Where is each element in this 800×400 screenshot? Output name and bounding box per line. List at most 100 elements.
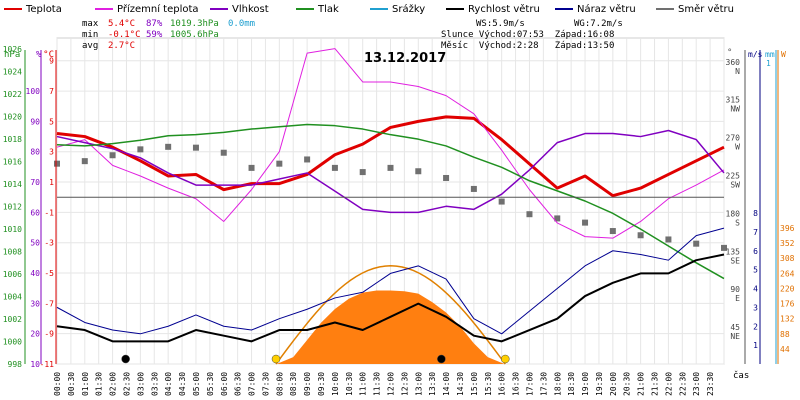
wind-direction-point [192, 144, 199, 151]
c-unit-label: °C [43, 50, 54, 60]
legend-item-ground: Přízemní teplota [95, 3, 199, 15]
time-tick-label: 14:30 [456, 372, 465, 396]
legend-item-rain: Srážky [370, 3, 425, 15]
w-unit-label: W [781, 50, 786, 59]
wind-direction-point [387, 164, 394, 171]
time-tick-label: 01:00 [81, 372, 90, 396]
dir-tick-label: NE [730, 332, 740, 341]
legend-item-wind: Rychlost větru [446, 3, 540, 15]
series-line-hum [56, 129, 725, 214]
wind-direction-point [609, 228, 616, 235]
time-tick-label: 23:30 [706, 372, 715, 396]
dir-tick-label: W [735, 143, 740, 152]
wind-direction-point [665, 236, 672, 243]
wind-direction-point [637, 232, 644, 239]
c-tick-label: -3 [44, 239, 54, 248]
legend-item-dir: Směr větru [656, 3, 734, 15]
hpa-tick-label: 1020 [3, 113, 22, 122]
dir-tick-label: 360 [726, 58, 741, 67]
wind-direction-point [276, 160, 283, 167]
series-line-gust [56, 227, 725, 335]
legend-label: Tlak [317, 4, 339, 15]
wind-info: WS:5.9m/s WG:7.2m/s Slunce Východ:07:53 … [441, 19, 623, 51]
series-line-ground [56, 48, 725, 239]
c-tick-label: 3 [49, 148, 54, 157]
hpa-tick-label: 1018 [3, 135, 22, 144]
dir-tick-label: 135 [726, 247, 741, 256]
time-tick-label: 15:30 [484, 372, 493, 396]
c-tick-label: -9 [44, 330, 54, 339]
dir-tick-label: SW [730, 181, 740, 190]
wind-direction-point [415, 168, 422, 175]
wind-direction-point [54, 160, 60, 167]
legend: Teplota Přízemní teplota Vlhkost Tlak Sr… [4, 3, 734, 15]
wind-direction-point [165, 143, 172, 150]
time-tick-label: 07:00 [248, 372, 257, 396]
hpa-tick-label: 1012 [3, 203, 22, 212]
dir-tick-label: 180 [726, 209, 741, 218]
wind-direction-point [526, 211, 533, 218]
c-tick-label: -7 [44, 299, 54, 308]
w-tick-label: 88 [780, 330, 790, 339]
grid-lines [56, 38, 725, 365]
stat-min-press: 1005.6hPa [170, 30, 219, 40]
pct-tick-label: 10 [30, 360, 40, 369]
wind-direction-point [248, 164, 255, 171]
ms-tick-label: 8 [753, 209, 758, 218]
time-tick-label: 11:00 [359, 372, 368, 396]
time-tick-label: 08:30 [289, 372, 298, 396]
legend-label: Srážky [392, 3, 425, 15]
stat-max-press: 1019.3hPa [170, 19, 219, 29]
pct-tick-label: 70 [30, 178, 40, 187]
time-tick-label: 17:00 [525, 372, 534, 396]
wind-direction-point [220, 149, 227, 156]
dir-tick-label: E [735, 294, 740, 303]
w-tick-label: 308 [780, 254, 795, 263]
time-tick-label: 16:30 [512, 372, 521, 396]
c-tick-label: -11 [40, 360, 55, 369]
w-tick-label: 132 [780, 315, 795, 324]
stats-box: max 5.4°C 87% 1019.3hPa 0.0mm min -0.1°C… [82, 19, 255, 51]
dir-tick-label: N [735, 67, 740, 76]
sunrise-marker [271, 354, 281, 364]
stat-label-max: max [82, 19, 99, 29]
time-tick-label: 02:30 [122, 372, 131, 396]
time-tick-label: 10:00 [331, 372, 340, 396]
stat-max-hum: 87% [146, 19, 163, 29]
mm-unit-label: mm [765, 50, 775, 59]
ms-tick-label: 2 [753, 322, 758, 331]
wind-gust-info: WG:7.2m/s [574, 19, 623, 29]
wind-direction-point [470, 185, 477, 192]
chart-title: 13.12.2017 [364, 51, 446, 66]
pct-tick-label: 20 [30, 330, 40, 339]
c-tick-label: -1 [44, 208, 54, 217]
stat-label-min: min [82, 30, 98, 40]
x-unit-label: čas [733, 370, 749, 381]
series-lines [56, 48, 725, 343]
c-tick-label: 1 [49, 178, 54, 187]
time-tick-label: 06:30 [234, 372, 243, 396]
hpa-tick-label: 1010 [3, 225, 22, 234]
dir-tick-label: 90 [730, 285, 740, 294]
stat-min-hum: 59% [146, 30, 163, 40]
series-line-wind [56, 253, 725, 343]
time-tick-label: 02:00 [109, 372, 118, 396]
sun-times: Slunce Východ:07:53 Západ:16:08 [441, 30, 614, 40]
hpa-tick-label: 1004 [3, 293, 22, 302]
wind-direction-point [721, 244, 727, 251]
w-tick-label: 352 [780, 239, 795, 248]
sunset-marker [501, 354, 510, 364]
dir-tick-label: SE [730, 256, 740, 265]
legend-label: Rychlost větru [468, 3, 540, 15]
series-line-press [56, 123, 725, 280]
hpa-tick-label: 1008 [3, 248, 22, 257]
dir-tick-label: NW [730, 105, 740, 114]
w-tick-label: 176 [780, 300, 795, 309]
pct-tick-label: 60 [30, 208, 40, 217]
time-tick-label: 11:30 [373, 372, 382, 396]
c-tick-label: 7 [49, 87, 54, 96]
wind-direction-point [81, 158, 88, 165]
hpa-tick-label: 1024 [3, 68, 22, 77]
wind-direction-point [137, 146, 144, 153]
